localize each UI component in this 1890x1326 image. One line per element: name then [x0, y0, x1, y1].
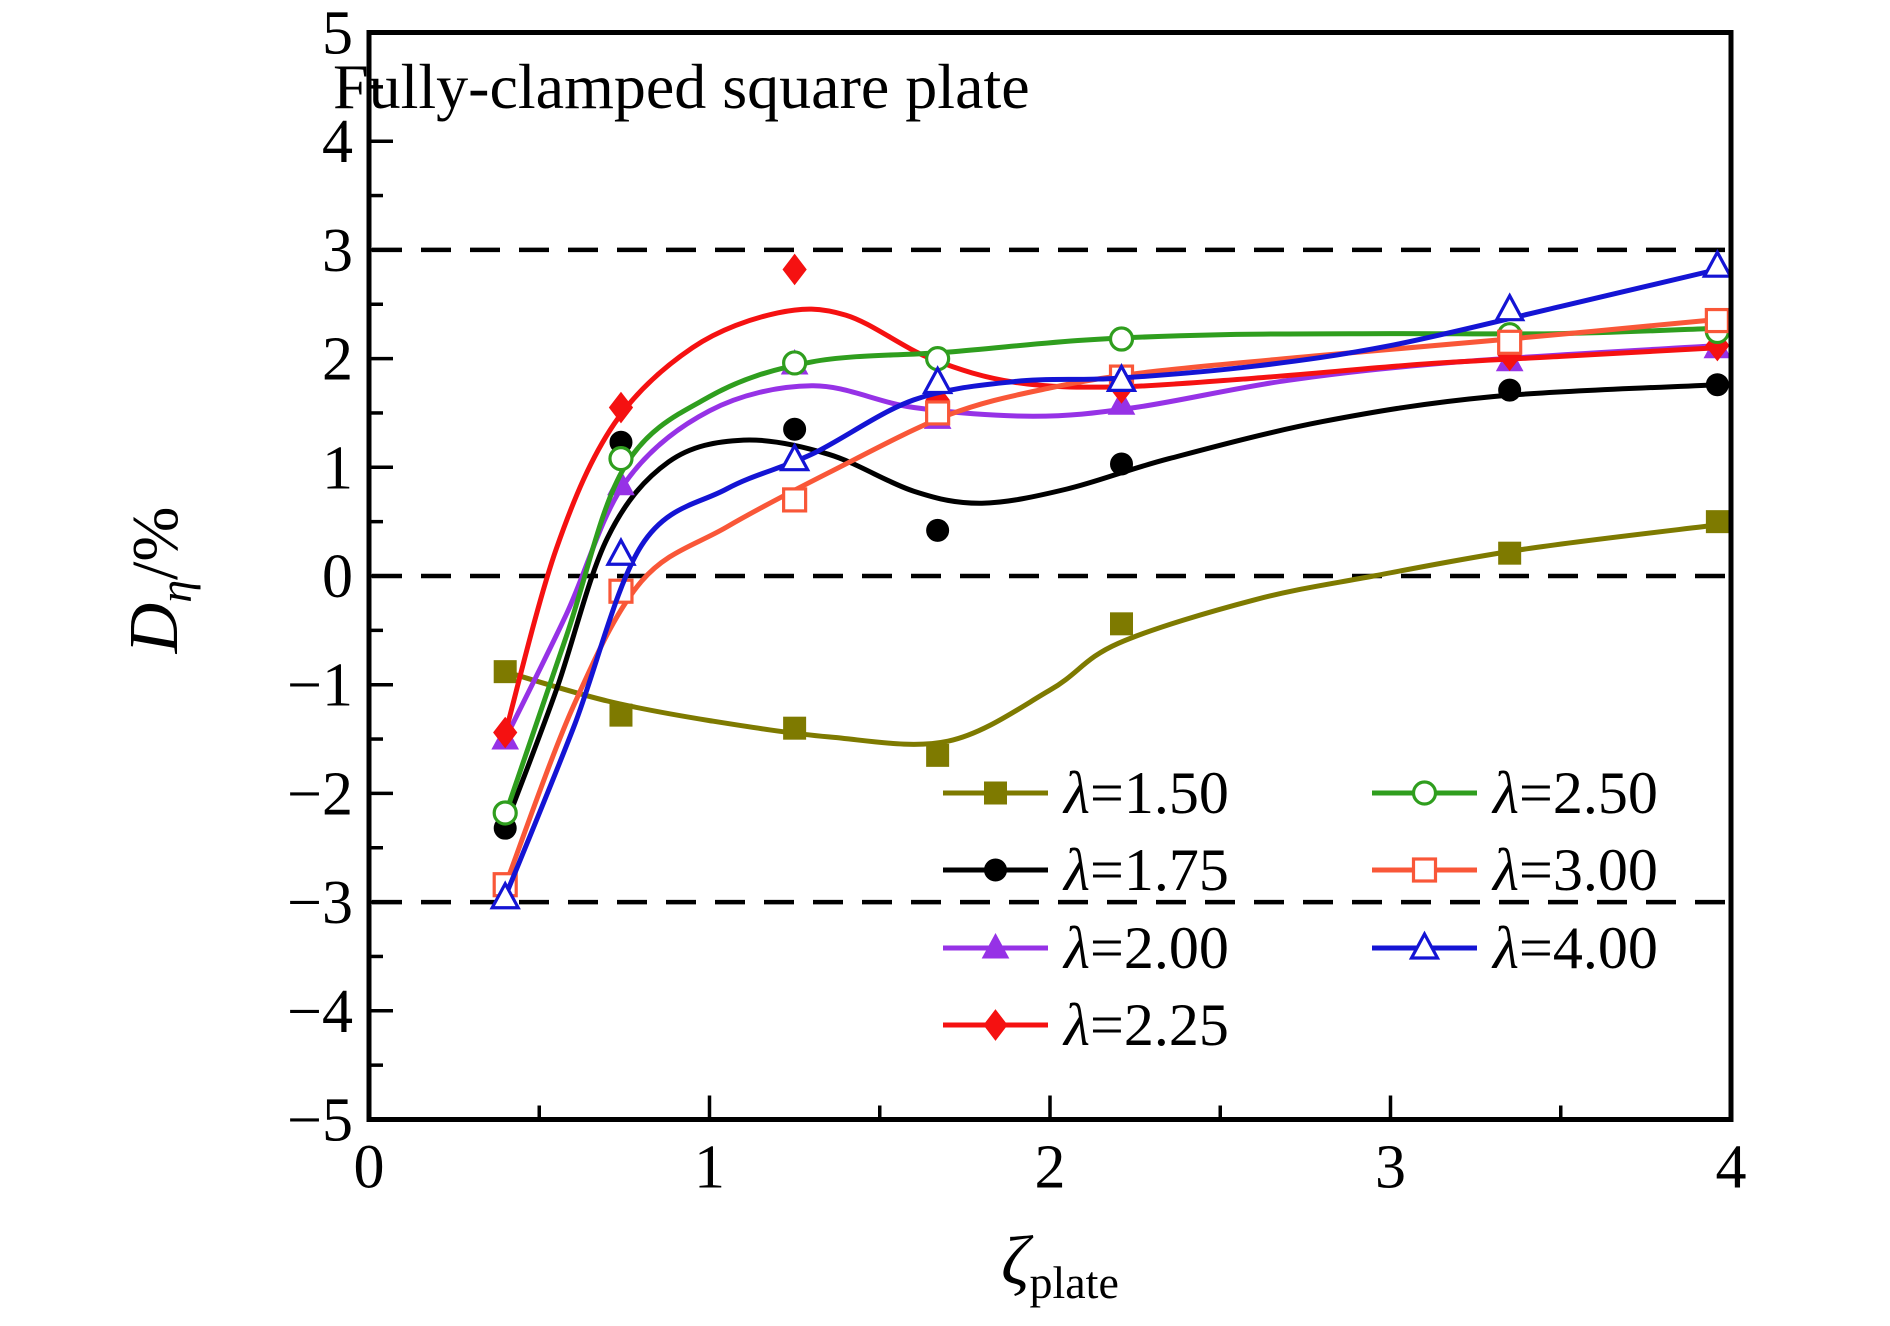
legend-label: λ=2.00: [1062, 915, 1229, 981]
x-tick-label: 2: [1035, 1134, 1066, 1202]
data-point-marker-triangle: [1493, 292, 1526, 322]
data-point-marker-circle: [1411, 780, 1438, 806]
series-6-curve: [502, 267, 1720, 900]
series-4: [492, 318, 1730, 826]
data-point-marker-circle: [608, 446, 634, 472]
tick-labels: −5 −4 −3 −2 −1 0 1 2 3 4 5 0 1 2 3 4: [287, 0, 1746, 1202]
data-point-marker-circle: [1705, 373, 1729, 397]
y-tick-label: 5: [322, 0, 353, 68]
series-1-curve: [502, 382, 1720, 829]
reference-lines: [372, 247, 1728, 905]
data-point-marker-diamond: [782, 253, 807, 286]
y-tick-label: −2: [287, 760, 353, 828]
legend-label: λ=2.25: [1062, 992, 1229, 1058]
data-point-marker-triangle: [605, 536, 637, 566]
data-point-marker-diamond: [983, 1009, 1008, 1041]
series-2-markers: [491, 332, 1732, 750]
y-tick-label: −4: [287, 978, 353, 1046]
y-axis-subscript: η: [150, 579, 201, 603]
data-point-marker-square: [783, 716, 807, 740]
y-tick-label: −1: [287, 652, 353, 720]
data-point-marker-circle: [492, 800, 518, 826]
x-tick-label: 1: [694, 1134, 725, 1202]
x-tick-label: 3: [1375, 1134, 1406, 1202]
legend-item-λ=1.75: λ=1.75: [943, 837, 1229, 903]
legend-item-λ=4.00: λ=4.00: [1372, 915, 1658, 981]
data-point-marker-triangle: [489, 880, 521, 910]
data-point-marker-triangle: [1408, 930, 1441, 960]
y-tick-label: −3: [287, 869, 353, 937]
y-tick-label: 4: [322, 108, 353, 176]
data-point-marker-square: [1497, 329, 1523, 355]
data-point-marker-square: [1705, 510, 1729, 534]
y-axis-label: Dη/%: [115, 380, 205, 780]
data-point-marker-circle: [783, 417, 807, 441]
legend-label: λ=1.50: [1062, 760, 1229, 826]
data-point-marker-circle: [1108, 326, 1135, 352]
data-point-marker-diamond: [493, 716, 518, 749]
legend: λ=1.50 λ=1.75 λ=2.00 λ=2.25 λ=2.50 λ=3.00 λ=4.…: [943, 760, 1658, 1058]
data-point-marker-square: [1411, 857, 1438, 883]
y-tick-label: 0: [322, 543, 353, 611]
chart-title: Fully-clamped square plate: [333, 51, 1030, 122]
data-point-marker-square: [984, 781, 1007, 805]
data-point-marker-triangle: [1105, 362, 1138, 392]
series-3: [493, 253, 1730, 749]
data-point-marker-square: [1498, 541, 1522, 565]
legend-label: λ=3.00: [1491, 837, 1658, 903]
legend-item-λ=3.00: λ=3.00: [1372, 837, 1658, 903]
legend-label: λ=1.75: [1062, 837, 1229, 903]
series-6-markers: [489, 248, 1734, 910]
plot-frame: [366, 30, 1734, 1122]
data-point-marker-square: [926, 743, 950, 767]
data-point-marker-square: [609, 703, 633, 727]
series-2: [491, 332, 1732, 750]
data-point-marker-triangle: [778, 442, 811, 472]
data-point-marker-diamond: [608, 391, 634, 424]
y-axis-unit: /%: [119, 506, 192, 580]
series-0-curve: [502, 522, 1720, 747]
data-point-marker-square: [1110, 612, 1134, 636]
legend-item-λ=2.00: λ=2.00: [943, 915, 1229, 981]
y-tick-label: 2: [322, 326, 353, 394]
legend-label: λ=4.00: [1491, 915, 1658, 981]
data-point-marker-triangle: [981, 932, 1010, 959]
legend-item-λ=1.50: λ=1.50: [943, 760, 1229, 826]
y-tick-label: 1: [322, 434, 353, 502]
x-axis-symbol: ζ: [1001, 1223, 1030, 1300]
data-point-marker-square: [1704, 307, 1730, 334]
data-point-marker-square: [493, 660, 517, 684]
series-6: [489, 248, 1734, 910]
data-point-marker-circle: [926, 518, 950, 542]
x-tick-label: 0: [354, 1134, 385, 1202]
data-point-marker-triangle: [1701, 248, 1734, 278]
data-point-marker-square: [782, 487, 808, 513]
series-4-markers: [492, 318, 1730, 826]
legend-label: λ=2.50: [1491, 760, 1658, 826]
data-point-marker-square: [925, 400, 951, 426]
x-tick-label: 4: [1716, 1134, 1747, 1202]
series-2-curve: [502, 343, 1720, 742]
series-3-markers: [493, 253, 1730, 749]
data-point-marker-circle: [1110, 452, 1134, 476]
data-point-marker-circle: [1498, 378, 1522, 402]
series-1-markers: [493, 373, 1729, 840]
x-axis-label: ζplate: [950, 1222, 1170, 1308]
series-1: [493, 373, 1729, 840]
data-point-marker-circle: [782, 350, 808, 376]
legend-item-λ=2.50: λ=2.50: [1372, 760, 1658, 826]
y-tick-label: −5: [287, 1087, 353, 1155]
y-axis-symbol: D: [116, 602, 193, 654]
series-0: [493, 510, 1729, 767]
series-4-curve: [502, 325, 1720, 818]
y-tick-label: 3: [322, 217, 353, 285]
data-point-marker-triangle: [921, 365, 954, 395]
series-0-markers: [493, 510, 1729, 767]
series-5-curve: [502, 317, 1720, 889]
legend-item-λ=2.25: λ=2.25: [943, 992, 1229, 1058]
data-point-marker-circle: [984, 858, 1007, 882]
x-axis-subscript: plate: [1029, 1257, 1119, 1308]
